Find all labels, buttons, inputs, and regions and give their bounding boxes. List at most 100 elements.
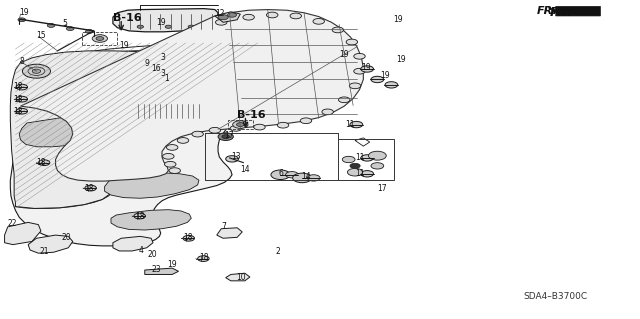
Text: 8: 8 (19, 56, 24, 65)
Circle shape (307, 175, 320, 181)
Circle shape (177, 137, 189, 143)
Text: 13: 13 (231, 152, 241, 161)
Bar (228, 120, 253, 129)
Polygon shape (145, 268, 179, 274)
Circle shape (354, 53, 365, 59)
Text: 3: 3 (161, 53, 166, 62)
Circle shape (361, 66, 374, 72)
Circle shape (271, 170, 290, 180)
Circle shape (169, 168, 180, 174)
Circle shape (22, 64, 51, 78)
Circle shape (233, 121, 248, 128)
Circle shape (350, 122, 363, 128)
Circle shape (313, 19, 324, 24)
Text: 18: 18 (135, 212, 145, 221)
Circle shape (292, 173, 312, 183)
Circle shape (209, 127, 221, 133)
Circle shape (18, 18, 26, 22)
Text: 19: 19 (339, 49, 349, 59)
Text: 14: 14 (241, 165, 250, 174)
Circle shape (222, 135, 230, 138)
Text: 5: 5 (62, 19, 67, 28)
Circle shape (188, 25, 195, 28)
Polygon shape (132, 102, 204, 120)
Text: 20: 20 (148, 250, 157, 259)
Polygon shape (226, 273, 250, 281)
Circle shape (253, 124, 265, 130)
Text: 22: 22 (8, 219, 17, 227)
Text: 19: 19 (19, 8, 29, 17)
Circle shape (67, 27, 74, 31)
Circle shape (192, 131, 204, 137)
Polygon shape (113, 9, 218, 32)
Text: 19: 19 (396, 55, 406, 64)
Circle shape (38, 160, 50, 166)
Circle shape (348, 168, 363, 176)
Polygon shape (10, 44, 257, 246)
Circle shape (86, 30, 93, 33)
Circle shape (226, 156, 239, 162)
Text: 3: 3 (161, 69, 166, 78)
Text: 1: 1 (164, 74, 168, 83)
Text: 18: 18 (13, 82, 22, 91)
Circle shape (212, 25, 218, 28)
Text: 15: 15 (36, 31, 46, 40)
Circle shape (354, 68, 365, 74)
Circle shape (198, 256, 209, 262)
Circle shape (371, 163, 384, 169)
Text: 19: 19 (119, 41, 129, 50)
Circle shape (183, 235, 195, 241)
Text: 16: 16 (151, 63, 161, 72)
Text: 18: 18 (84, 184, 93, 193)
Text: B-16: B-16 (113, 13, 141, 23)
Polygon shape (111, 210, 191, 230)
Circle shape (300, 118, 312, 123)
Text: 19: 19 (156, 18, 166, 27)
Circle shape (290, 13, 301, 19)
Circle shape (385, 82, 397, 88)
Circle shape (277, 122, 289, 128)
Circle shape (32, 69, 41, 73)
Text: 23: 23 (151, 264, 161, 274)
Circle shape (349, 83, 361, 89)
Circle shape (228, 13, 237, 17)
Circle shape (342, 156, 355, 163)
Text: 19: 19 (393, 15, 403, 24)
Circle shape (137, 25, 143, 28)
Polygon shape (215, 12, 241, 22)
Circle shape (218, 133, 234, 140)
Circle shape (369, 151, 387, 160)
Circle shape (218, 15, 228, 20)
Polygon shape (28, 235, 73, 253)
Text: 9: 9 (145, 59, 150, 68)
Circle shape (361, 171, 374, 177)
Text: 14: 14 (301, 173, 310, 182)
Text: FR.: FR. (549, 6, 573, 19)
Circle shape (350, 163, 360, 168)
Text: 12: 12 (215, 9, 225, 18)
Circle shape (16, 84, 28, 90)
Text: FR.: FR. (537, 6, 557, 16)
Circle shape (266, 12, 278, 18)
Polygon shape (104, 173, 199, 198)
Text: 10: 10 (236, 272, 246, 281)
Text: 20: 20 (62, 233, 72, 242)
Circle shape (96, 37, 104, 41)
Text: 18: 18 (13, 95, 22, 104)
Text: 19: 19 (381, 71, 390, 80)
Circle shape (243, 14, 254, 20)
Circle shape (216, 19, 227, 25)
Circle shape (346, 39, 358, 45)
Bar (338, 139, 394, 180)
Text: 18: 18 (199, 254, 209, 263)
Circle shape (339, 97, 350, 103)
Circle shape (47, 24, 55, 27)
Circle shape (361, 155, 374, 161)
Polygon shape (217, 228, 243, 238)
Circle shape (166, 145, 178, 150)
Text: 18: 18 (36, 158, 46, 167)
Circle shape (332, 27, 344, 33)
Circle shape (85, 185, 97, 191)
Circle shape (134, 213, 145, 219)
Circle shape (237, 123, 244, 126)
